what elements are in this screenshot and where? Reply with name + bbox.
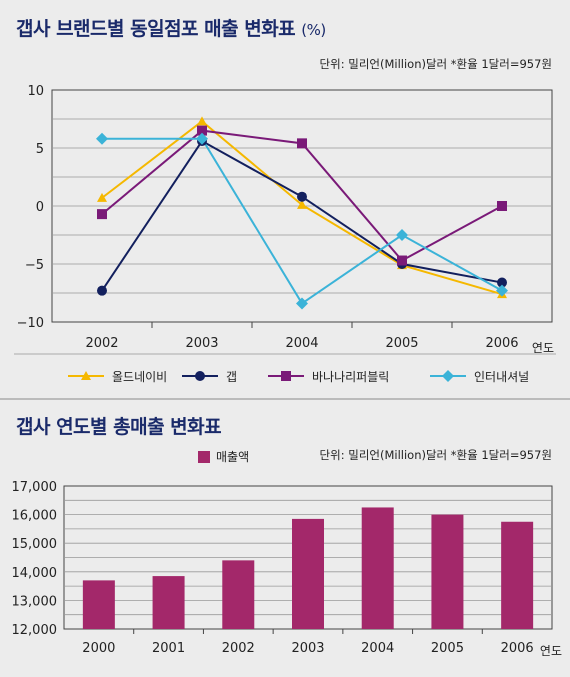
y-tick-label: 0 <box>36 200 44 215</box>
y-tick-label: 5 <box>36 142 44 157</box>
y-tick-label: 13,000 <box>12 594 58 609</box>
x-tick-label: 2000 <box>82 641 115 656</box>
y-tick-label: 15,000 <box>12 537 58 552</box>
x-tick-label: 2005 <box>385 336 418 351</box>
line-chart-unit-note: 단위: 밀리언(Million)달러 *환율 1달러=957원 <box>319 57 552 71</box>
x-tick-label: 2004 <box>361 641 394 656</box>
data-point <box>396 229 408 241</box>
y-tick-label: 10 <box>27 84 44 99</box>
data-point <box>297 191 307 202</box>
data-point <box>197 116 207 126</box>
bar <box>501 521 534 629</box>
bar-chart-title: 갭사 연도별 총매출 변화표 <box>16 416 222 438</box>
data-point <box>297 138 307 149</box>
bar-chart: 17,000 16,000 15,000 14,000 13,000 12,000 2000… <box>12 450 563 658</box>
data-point <box>97 192 107 202</box>
y-tick-label: 17,000 <box>12 480 58 495</box>
legend-label: 매출액 <box>216 450 249 464</box>
x-tick-label: 2003 <box>185 336 218 351</box>
line-chart-title-suffix: (%) <box>301 21 326 39</box>
data-point <box>96 132 108 145</box>
data-point <box>497 277 507 288</box>
data-point <box>97 209 107 220</box>
data-point <box>497 201 507 211</box>
y-tick-label: 12,000 <box>12 623 58 638</box>
x-tick-label: 2002 <box>222 641 255 656</box>
legend-label: 올드네이비 <box>112 370 167 384</box>
bar <box>292 518 324 629</box>
x-axis-label: 연도 <box>540 644 562 658</box>
x-axis-label: 연도 <box>532 341 554 355</box>
x-tick-label: 2006 <box>501 641 534 656</box>
bar <box>222 560 255 629</box>
bar <box>361 507 394 629</box>
bar <box>431 514 464 629</box>
line-chart-title: 갭사 브랜드별 동일점포 매출 변화표 (%) <box>16 14 326 41</box>
bar-chart-panel: 갭사 연도별 총매출 변화표 단위: 밀리언(Million)달러 *환율 1달… <box>0 400 570 677</box>
x-tick-label: 2005 <box>431 641 464 656</box>
data-point <box>296 297 308 310</box>
legend-marker <box>442 370 454 382</box>
x-tick-label: 2003 <box>291 641 324 656</box>
line-chart-panel: 갭사 브랜드별 동일점포 매출 변화표 (%) 단위: 밀리언(Million)… <box>0 0 570 400</box>
y-tick-label: −10 <box>17 316 44 331</box>
y-tick-label: 16,000 <box>12 509 58 524</box>
legend-label: 인터내셔널 <box>474 370 529 384</box>
legend-label: 갭 <box>226 370 237 384</box>
legend-marker <box>281 371 291 381</box>
data-point <box>97 285 107 296</box>
x-tick-label: 2002 <box>85 336 118 351</box>
legend-label: 바나나리퍼블릭 <box>312 370 389 384</box>
legend-marker <box>81 371 91 380</box>
x-tick-label: 2006 <box>485 336 518 351</box>
legend-marker <box>195 371 205 381</box>
data-point <box>297 199 307 209</box>
data-point <box>197 125 207 136</box>
line-chart-title-text: 갭사 브랜드별 동일점포 매출 변화표 <box>16 18 296 40</box>
y-tick-label: 14,000 <box>12 566 58 581</box>
x-tick-label: 2001 <box>152 641 185 656</box>
legend-swatch <box>198 451 210 463</box>
bar <box>152 576 185 629</box>
x-tick-label: 2004 <box>285 336 318 351</box>
data-point <box>496 284 508 297</box>
y-tick-label: −5 <box>25 258 44 273</box>
bar-chart-unit-note: 단위: 밀리언(Million)달러 *환율 1달러=957원 <box>319 448 552 462</box>
bar <box>82 580 115 629</box>
data-point <box>196 132 208 145</box>
data-point <box>397 255 407 266</box>
